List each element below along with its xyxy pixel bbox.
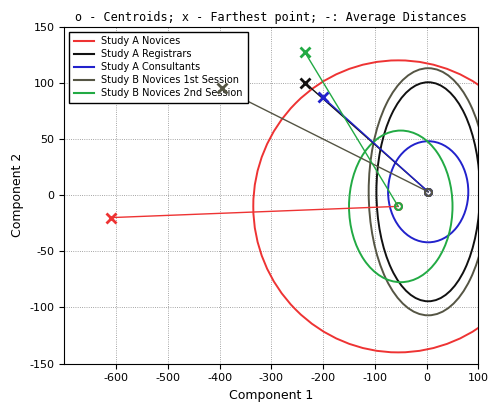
Y-axis label: Component 2: Component 2 <box>11 153 24 237</box>
Title: o - Centroids; x - Farthest point; -: Average Distances: o - Centroids; x - Farthest point; -: Av… <box>76 11 468 24</box>
Legend: Study A Novices, Study A Registrars, Study A Consultants, Study B Novices 1st Se: Study A Novices, Study A Registrars, Stu… <box>69 31 248 103</box>
X-axis label: Component 1: Component 1 <box>230 389 314 402</box>
